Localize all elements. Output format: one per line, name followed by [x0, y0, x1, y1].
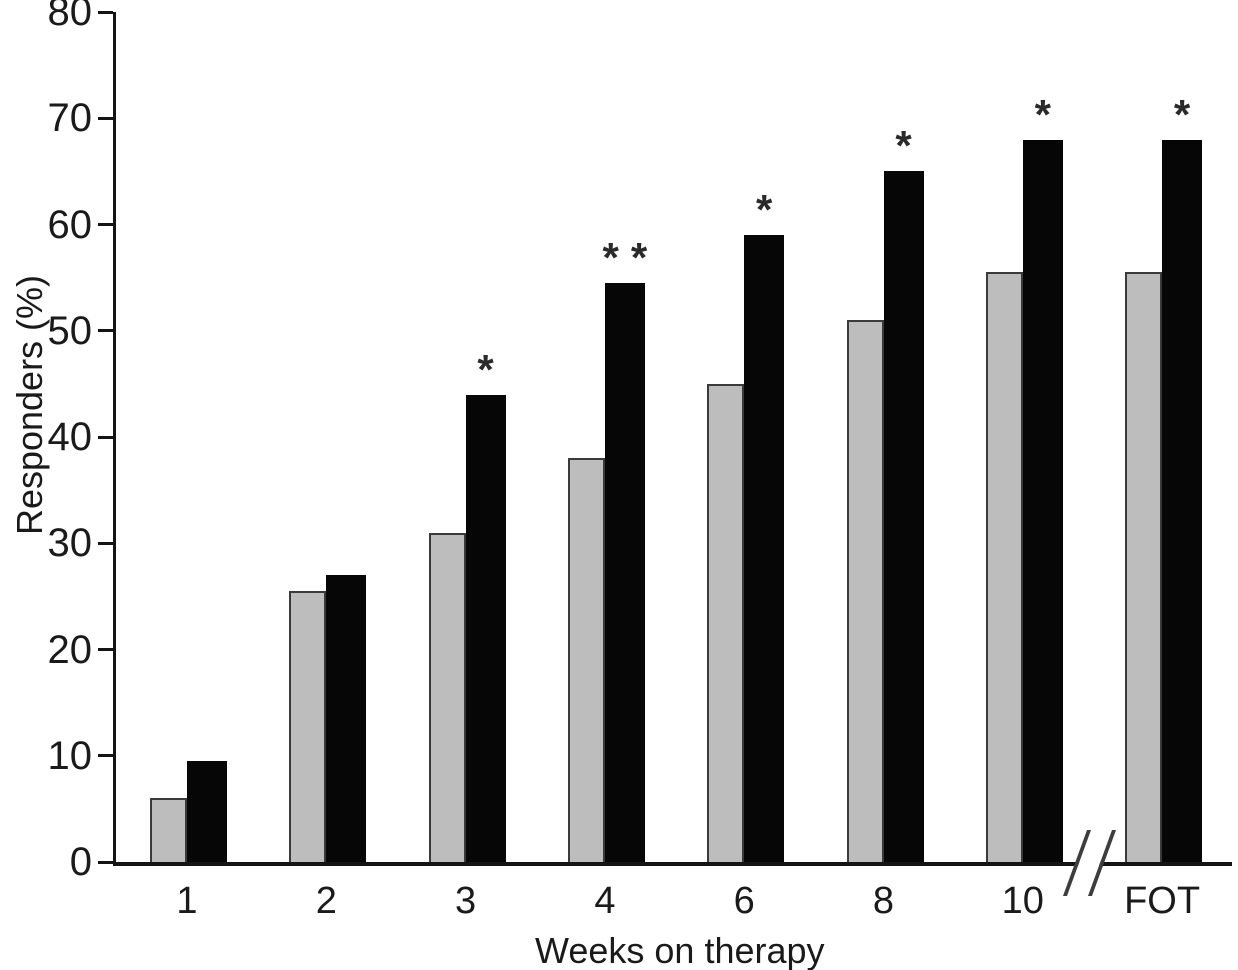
y-tick	[98, 754, 113, 758]
y-tick-label: 60	[47, 202, 93, 247]
y-tick-label: 10	[47, 733, 93, 778]
y-tick-label: 20	[47, 627, 93, 672]
bar-black-bars-4	[604, 282, 645, 862]
bar-black-bars-6	[744, 235, 785, 862]
y-tick-label: 70	[47, 96, 93, 141]
y-tick	[98, 648, 113, 651]
y-tick	[98, 860, 113, 864]
y-tick	[98, 541, 113, 545]
bar-gray-bars-2	[289, 591, 327, 862]
x-tick-label: 4	[594, 880, 616, 922]
x-tick-label: 6	[733, 880, 755, 922]
bar-gray-bars-FOT	[1125, 272, 1163, 862]
x-tick-label: 1	[176, 880, 198, 922]
significance-marker: *	[1173, 90, 1203, 138]
significance-marker: *	[477, 345, 506, 393]
bar-gray-bars-10	[985, 272, 1023, 862]
y-tick	[98, 435, 113, 439]
x-axis-title: Weeks on therapy	[535, 930, 825, 970]
bar-black-bars-FOT	[1162, 139, 1203, 862]
y-tick-label: 80	[47, 0, 93, 34]
y-tick	[98, 10, 113, 14]
significance-marker: *	[895, 122, 924, 170]
y-tick	[98, 329, 113, 333]
bar-black-bars-1	[187, 761, 227, 862]
y-tick	[98, 116, 113, 120]
x-tick-label: 2	[315, 880, 337, 922]
x-tick-label: 3	[455, 880, 477, 922]
y-axis-title: Responders (%)	[9, 274, 50, 536]
bar-black-bars-10	[1022, 139, 1063, 862]
significance-marker: *	[1034, 90, 1063, 138]
significance-marker: *	[756, 186, 785, 234]
y-tick-label: 40	[47, 415, 93, 459]
y-tick	[98, 223, 113, 226]
y-tick-label: 50	[47, 308, 93, 353]
plot-area: Weeks on therapy 0 10 20 30 40 50 60 70 80 1 2 * 3 **…	[48, 0, 1232, 970]
bar-gray-bars-8	[846, 320, 884, 862]
bar-gray-bars-4	[567, 458, 605, 862]
bar-black-bars-8	[883, 171, 924, 862]
bar-black-bars-3	[465, 394, 506, 862]
y-tick-label: 30	[47, 521, 93, 566]
x-tick-label: 10	[1001, 880, 1044, 922]
significance-marker: **	[602, 233, 660, 281]
y-tick-label: 0	[69, 840, 92, 884]
x-tick-label: 8	[872, 880, 895, 922]
x-tick-label: FOT	[1124, 880, 1201, 922]
bar-black-bars-2	[326, 575, 367, 862]
bar-gray-bars-1	[150, 798, 187, 862]
bar-gray-bars-3	[428, 532, 466, 862]
bar-gray-bars-6	[707, 383, 745, 862]
